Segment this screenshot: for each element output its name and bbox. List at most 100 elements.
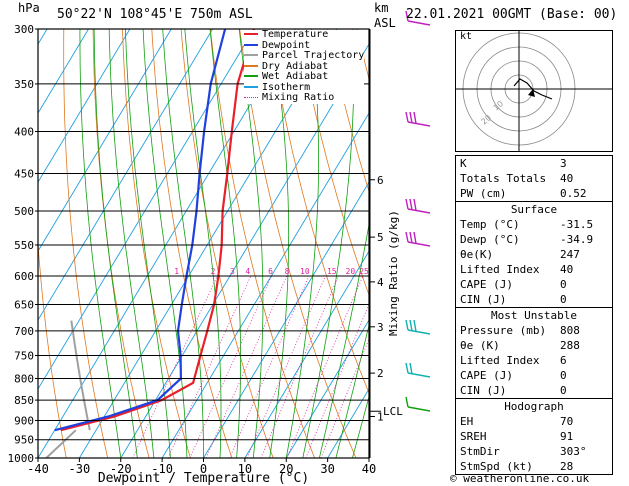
km-tick-label: 6 — [377, 174, 384, 187]
surface-value: -34.9 — [560, 233, 594, 246]
hodograph-stats-section: Hodograph EH 70 SREH 91 StmDir 303° StmSpd (kt… — [456, 398, 612, 474]
wind-barb — [405, 362, 431, 378]
pressure-label: 700 — [14, 325, 34, 338]
x-axis-label: Dewpoint / Temperature (°C) — [98, 471, 309, 486]
pressure-label: 600 — [14, 270, 34, 283]
datetime-title: 22.01.2021 00GMT (Base: 00) — [406, 7, 618, 22]
wind-barb-feather — [409, 111, 413, 123]
wet-adiabat-line — [93, 29, 138, 458]
wind-barb-feather — [405, 111, 409, 123]
isotherm-line — [0, 29, 6, 458]
hpa-axis-label: hPa — [18, 1, 40, 15]
dewpoint-line — [54, 29, 227, 432]
hodograph-stat-row: EH 70 — [456, 414, 612, 429]
mixing-ratio-line — [305, 303, 369, 458]
dry-adiabat-line — [298, 29, 369, 296]
wind-barb-feather — [405, 231, 409, 243]
wind-barb — [405, 319, 431, 335]
mixing-ratio-label: 4 — [245, 267, 250, 276]
wind-barb-feather — [413, 319, 417, 332]
mixing-ratio-label: 10 — [300, 267, 310, 276]
most-unstable-value: 288 — [560, 339, 580, 352]
hodograph-stat-row: StmDir 303° — [456, 444, 612, 459]
wind-barb — [405, 231, 431, 247]
isotherm-line — [38, 29, 213, 321]
isotherm-line — [161, 112, 369, 458]
legend-label: Mixing Ratio — [262, 92, 335, 103]
lcl-label: LCL — [383, 405, 403, 418]
hodograph-panel: 10 20 kt — [455, 30, 613, 152]
surface-label: Temp (°C) — [460, 218, 520, 231]
km-tick-label: 3 — [377, 321, 384, 334]
temperature-tick-label: 40 — [362, 462, 376, 476]
surface-label: Dewp (°C) — [460, 233, 520, 246]
temperature-tick-label: 0 — [200, 462, 207, 476]
wet-adiabat-line — [335, 323, 369, 458]
mixing-ratio-label: 8 — [285, 267, 290, 276]
k-index-row: K 3 — [456, 156, 612, 171]
surface-value: -31.5 — [560, 218, 594, 231]
isotherm-line — [203, 181, 369, 458]
km-tick-label: 4 — [377, 276, 384, 289]
chart-legend: Temperature Dewpoint Parcel Trajectory Dry … — [244, 29, 365, 104]
temperature-tick-label: -20 — [110, 462, 132, 476]
totals-totals-value: 40 — [560, 172, 574, 185]
isotherm-line — [38, 29, 131, 184]
most-unstable-row: Lifted Index 6 — [456, 353, 612, 368]
wind-barb-feather — [413, 111, 417, 124]
pressure-label: 300 — [14, 23, 34, 36]
wind-barb-feather — [405, 319, 409, 331]
temperature-tick-label: 20 — [279, 462, 293, 476]
hodograph-stat-label: StmDir — [460, 445, 500, 458]
wind-barb — [405, 396, 431, 412]
mixing-ratio-label: 6 — [268, 267, 273, 276]
temperature-line — [60, 29, 256, 432]
most-unstable-label: θe (K) — [460, 339, 500, 352]
legend-item: Parcel Trajectory — [244, 50, 364, 62]
wind-barb-feather — [405, 198, 409, 210]
temperature-tick-label: -40 — [27, 462, 49, 476]
km-tick-label: 2 — [377, 367, 384, 380]
totals-totals-label: Totals Totals — [460, 172, 547, 185]
km-axis-label: km — [374, 1, 389, 15]
surface-label: CAPE (J) — [460, 278, 513, 291]
wind-barb-staff — [407, 20, 431, 26]
mixing-ratio-axis-label: Mixing Ratio (g/kg) — [387, 210, 400, 336]
surface-label: Lifted Index — [460, 263, 540, 276]
wind-barb-feather — [405, 10, 409, 22]
isotherm-line — [285, 319, 369, 458]
hodograph-stat-label: SREH — [460, 430, 487, 443]
mixing-ratio-label: 3 — [230, 267, 235, 276]
mixing-ratio-line — [189, 275, 272, 458]
hodograph-stats-title: Hodograph — [504, 400, 564, 413]
parcel-trajectory-line — [45, 429, 77, 458]
copyright-text: © weatheronline.co.uk — [450, 472, 590, 485]
most-unstable-label: Pressure (mb) — [460, 324, 547, 337]
temperature-tick-label: 10 — [238, 462, 252, 476]
hodograph-stat-value: 28 — [560, 460, 574, 473]
most-unstable-label: Lifted Index — [460, 354, 540, 367]
wind-barb-feather — [413, 198, 417, 211]
most-unstable-label: CAPE (J) — [460, 369, 513, 382]
totals-totals-row: Totals Totals 40 — [456, 171, 612, 186]
hodograph-stat-value: 91 — [560, 430, 574, 443]
mixing-ratio-label: 1 — [174, 267, 179, 276]
pressure-label: 500 — [14, 205, 34, 218]
legend-label: Isotherm — [262, 81, 311, 93]
legend-swatch — [244, 54, 258, 56]
mixing-ratio-label: 15 — [327, 267, 337, 276]
temperature-tick-label: 30 — [320, 462, 334, 476]
parcel-trajectory-line — [70, 320, 91, 431]
wind-barb-feather — [409, 362, 413, 374]
hodograph-stat-label: StmSpd (kt) — [460, 460, 533, 473]
pressure-label: 350 — [14, 78, 34, 91]
wet-adiabat-line — [79, 29, 122, 458]
legend-swatch — [244, 43, 258, 46]
hodograph-stat-row: SREH 91 — [456, 429, 612, 444]
indices-table: K 3 Totals Totals 40 PW (cm) 0.52 Surfac… — [455, 155, 613, 475]
km-tick-label: 5 — [377, 231, 384, 244]
dry-adiabat-line — [327, 29, 369, 193]
dry-adiabat-line — [63, 29, 109, 458]
